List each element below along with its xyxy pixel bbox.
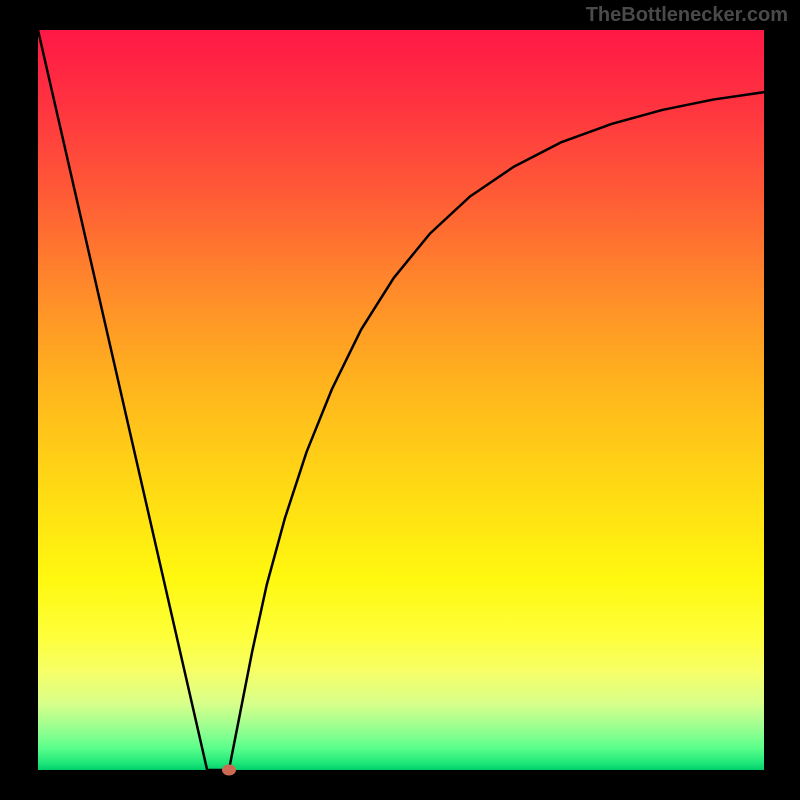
bottleneck-curve [38,30,764,770]
curve-path [38,30,764,770]
optimum-marker [222,765,236,776]
chart-container: TheBottlenecker.com [0,0,800,800]
plot-area [38,30,764,770]
watermark-text: TheBottlenecker.com [586,4,788,27]
